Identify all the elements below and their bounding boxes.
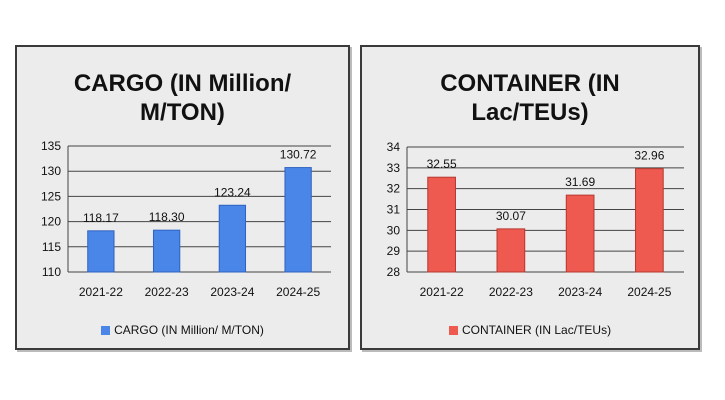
cargo-x-tick-label: 2023-24 xyxy=(210,285,254,299)
container-y-tick-label: 33 xyxy=(387,161,401,175)
container-chart-title: CONTAINER (IN Lac/TEUs) xyxy=(440,70,620,126)
container-x-tick-label: 2021-22 xyxy=(420,285,464,299)
cargo-legend-label: CARGO (IN Million/ M/TON) xyxy=(114,323,264,337)
cargo-x-tick-label: 2024-25 xyxy=(276,285,320,299)
cargo-x-tick-label: 2022-23 xyxy=(145,285,189,299)
cargo-legend: CARGO (IN Million/ M/TON) xyxy=(17,323,348,337)
container-x-tick-label: 2024-25 xyxy=(627,285,671,299)
container-y-tick-label: 28 xyxy=(387,265,401,279)
container-data-label: 30.07 xyxy=(496,209,526,223)
cargo-bar xyxy=(87,230,115,273)
container-y-tick-label: 32 xyxy=(387,182,401,196)
cargo-legend-swatch xyxy=(101,326,111,335)
container-x-tick-label: 2022-23 xyxy=(489,285,533,299)
container-x-tick-label: 2023-24 xyxy=(558,285,602,299)
container-bar xyxy=(635,168,664,273)
container-bar xyxy=(565,194,595,273)
cargo-y-tick-label: 135 xyxy=(41,139,61,153)
container-legend: CONTAINER (IN Lac/TEUs) xyxy=(362,323,698,337)
container-y-tick-label: 30 xyxy=(387,223,401,237)
container-y-tick-label: 29 xyxy=(387,244,401,258)
cargo-y-tick-label: 125 xyxy=(41,189,61,203)
container-chart-panel: CONTAINER (IN Lac/TEUs) 28 29 30 31 32 33 34 32… xyxy=(360,45,700,350)
container-legend-swatch xyxy=(448,326,458,335)
container-data-label: 31.69 xyxy=(565,175,595,189)
container-bar-chart: 28 29 30 31 32 33 34 32.55 2021-22 30.07 2022-23 31… xyxy=(387,140,684,299)
container-bar xyxy=(496,228,526,273)
cargo-chart-title: CARGO (IN Million/ M/TON) xyxy=(73,70,292,126)
cargo-y-tick-label: 115 xyxy=(42,240,61,254)
cargo-x-tick-label: 2021-22 xyxy=(79,285,123,299)
cargo-data-label: 118.17 xyxy=(83,211,119,225)
cargo-data-label: 123.24 xyxy=(214,185,251,199)
cargo-y-tick-label: 120 xyxy=(41,215,61,229)
cargo-data-label: 118.30 xyxy=(149,210,185,224)
cargo-bar xyxy=(284,167,312,273)
container-y-tick-label: 31 xyxy=(387,203,401,217)
container-bar xyxy=(427,176,456,273)
cargo-data-label: 130.72 xyxy=(280,148,317,162)
cargo-bar xyxy=(218,204,247,273)
cargo-y-tick-label: 110 xyxy=(42,265,61,279)
cargo-chart-panel: CARGO (IN Million/ M/TON) 110 115 120 125 13… xyxy=(15,45,350,350)
container-data-label: 32.55 xyxy=(427,157,457,171)
cargo-bar xyxy=(152,229,181,273)
cargo-y-tick-label: 130 xyxy=(41,164,61,178)
container-y-tick-label: 34 xyxy=(387,140,401,154)
container-data-label: 32.96 xyxy=(634,149,664,163)
cargo-bar-chart: 110 115 120 125 130 135 118.17 2021-22 118.30 202… xyxy=(41,139,331,299)
container-legend-label: CONTAINER (IN Lac/TEUs) xyxy=(461,323,612,337)
